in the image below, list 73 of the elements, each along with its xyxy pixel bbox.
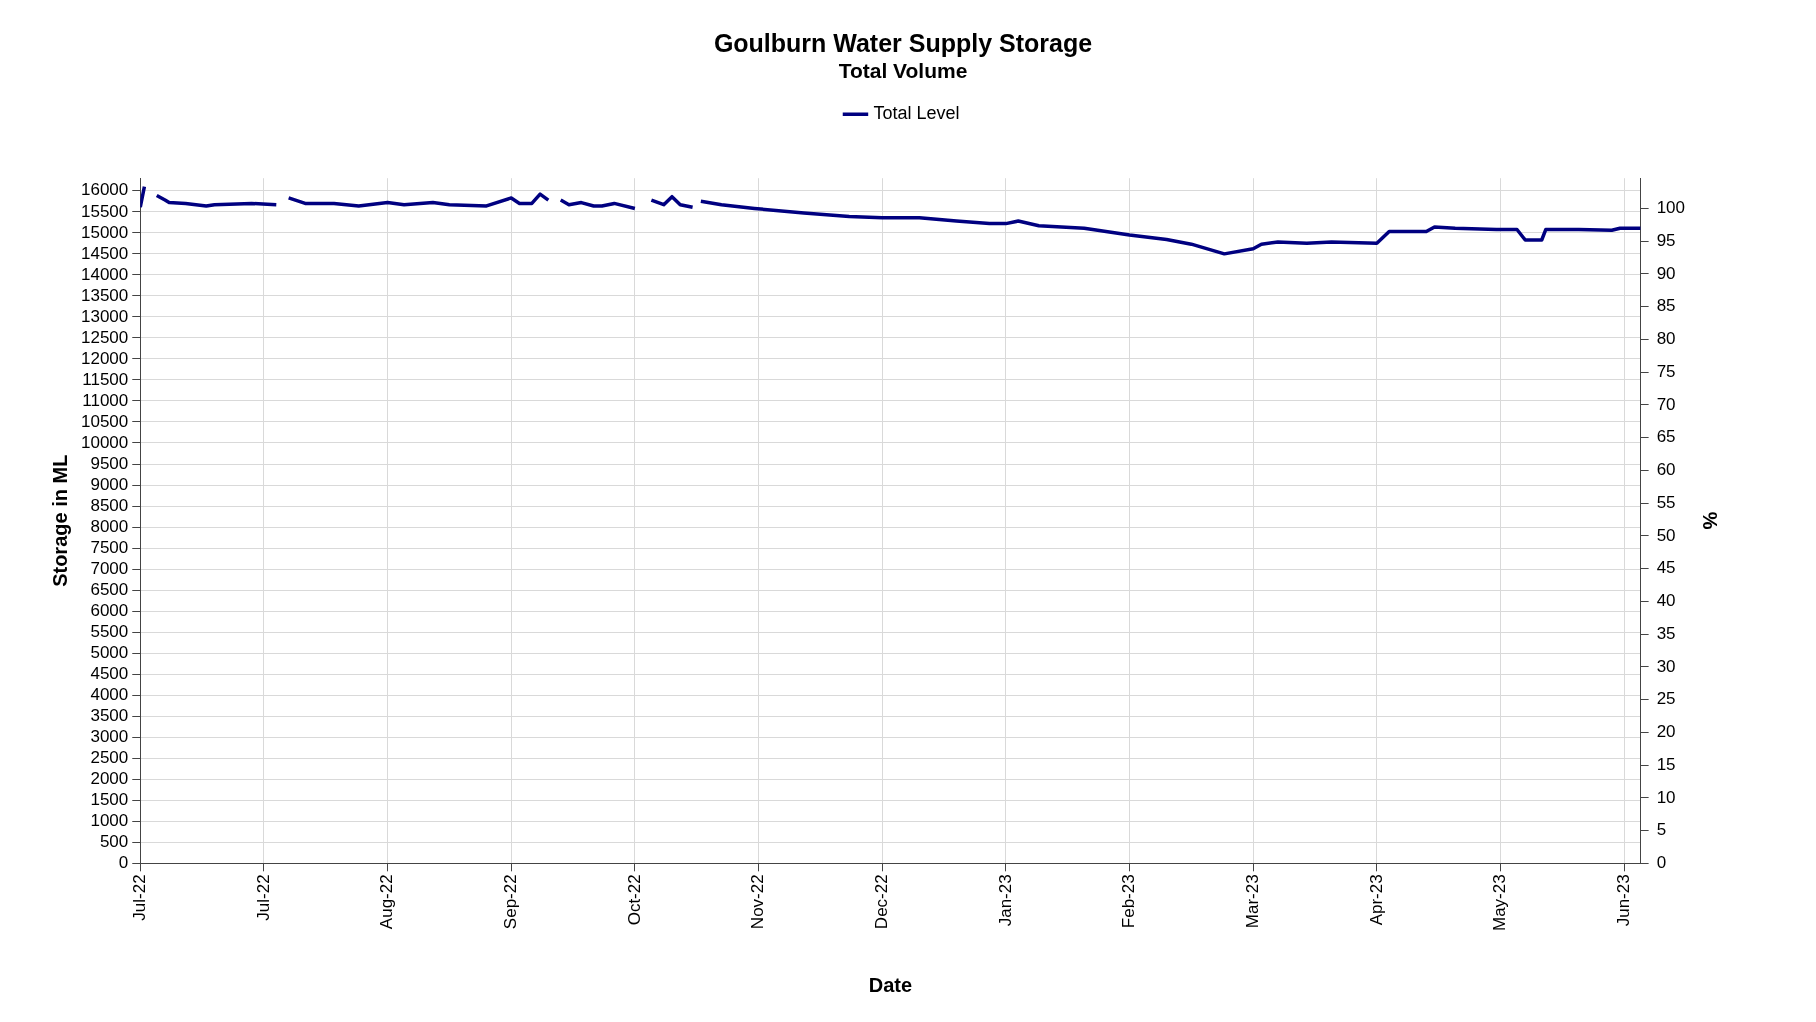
y-tick-label: 2500: [90, 747, 129, 767]
y-tick-label: 7500: [90, 537, 129, 557]
x-tick-label: Nov-22: [748, 874, 768, 930]
y-tick-label: 8500: [90, 495, 129, 515]
y-tick-label: 500: [99, 831, 129, 851]
y2-tick-label: 45: [1656, 558, 1676, 578]
x-axis-title: Date: [868, 973, 913, 996]
y-tick-label: 4500: [90, 663, 129, 683]
y2-tick-label: 90: [1656, 263, 1676, 283]
y2-tick-label: 10: [1656, 787, 1676, 807]
y-tick-label: 11000: [82, 390, 129, 410]
y-tick-label: 9000: [90, 474, 129, 494]
y2-tick-label: 60: [1656, 460, 1676, 480]
y2-tick-label: 20: [1656, 722, 1676, 741]
y-tick-label: 5000: [90, 642, 129, 662]
y2-tick-label: 0: [1656, 853, 1667, 872]
y-tick-label: 11500: [82, 369, 129, 389]
y2-tick-label: 85: [1656, 296, 1676, 316]
y-tick-label: 9500: [90, 453, 129, 473]
y2-axis-title: %: [1699, 511, 1722, 530]
y-tick-label: 6000: [90, 600, 129, 620]
y-tick-label: 5500: [90, 621, 129, 641]
x-tick-label: Aug-22: [377, 874, 397, 930]
y-tick-label: 0: [118, 853, 129, 872]
y-tick-label: 3500: [90, 705, 129, 725]
x-tick-label: Apr-23: [1366, 874, 1386, 926]
y-tick-label: 14000: [80, 264, 129, 284]
y2-tick-label: 70: [1656, 394, 1676, 414]
y2-tick-label: 65: [1656, 427, 1676, 447]
y-axis-title: Storage in ML: [48, 454, 71, 587]
y-tick-label: 2000: [90, 768, 129, 788]
y-tick-label: 8000: [90, 516, 129, 536]
y-tick-label: 13000: [80, 306, 129, 326]
legend-label: Total Level: [873, 103, 960, 124]
y-tick-label: 1500: [90, 789, 129, 809]
y-tick-label: 16000: [80, 180, 129, 200]
y-tick-label: 14500: [80, 243, 129, 263]
y-tick-label: 3000: [90, 726, 129, 746]
x-tick-label: Jul-22: [253, 874, 273, 921]
y-tick-label: 1000: [90, 810, 129, 830]
y2-tick-label: 35: [1656, 623, 1676, 643]
y-tick-label: 12000: [80, 348, 129, 368]
y2-tick-label: 40: [1656, 591, 1676, 611]
y2-tick-label: 25: [1656, 689, 1676, 709]
y2-tick-label: 75: [1656, 361, 1676, 381]
y-tick-label: 13500: [80, 285, 129, 305]
x-tick-label: May-23: [1490, 874, 1510, 931]
y2-tick-label: 50: [1656, 525, 1676, 545]
y-tick-label: 12500: [80, 327, 129, 347]
x-tick-label: Sep-22: [500, 874, 520, 930]
y2-tick-label: 55: [1656, 492, 1676, 512]
x-tick-label: Jul-22: [129, 874, 149, 921]
y2-tick-label: 100: [1656, 198, 1686, 218]
y-tick-label: 15000: [80, 222, 129, 242]
x-tick-label: Feb-23: [1119, 874, 1139, 929]
x-tick-label: Jan-23: [995, 874, 1015, 927]
chart-subtitle: Total Volume: [838, 59, 968, 83]
y-tick-label: 7000: [90, 558, 129, 578]
y2-tick-label: 5: [1656, 820, 1667, 840]
y2-tick-label: 95: [1656, 230, 1676, 250]
x-tick-label: Dec-22: [871, 874, 891, 930]
y-tick-label: 6500: [90, 579, 129, 599]
y-tick-label: 4000: [90, 684, 129, 704]
x-tick-label: Jun-23: [1613, 874, 1633, 927]
x-tick-label: Oct-22: [624, 874, 644, 926]
y-tick-label: 15500: [80, 201, 129, 221]
y-tick-label: 10000: [80, 432, 129, 452]
y2-tick-label: 15: [1656, 754, 1676, 774]
y2-tick-label: 80: [1656, 329, 1676, 349]
y-tick-label: 10500: [80, 411, 129, 431]
x-tick-label: Mar-23: [1242, 874, 1262, 929]
chart-title: Goulburn Water Supply Storage: [713, 28, 1093, 57]
y2-tick-label: 30: [1656, 656, 1676, 676]
